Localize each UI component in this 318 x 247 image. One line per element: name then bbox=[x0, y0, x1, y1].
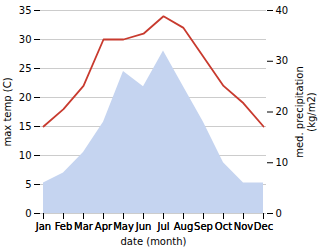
svg-text:Mar: Mar bbox=[74, 221, 94, 232]
svg-text:0: 0 bbox=[25, 208, 31, 219]
svg-text:Feb: Feb bbox=[55, 221, 73, 232]
svg-text:Jun: Jun bbox=[135, 221, 152, 232]
svg-text:Sep: Sep bbox=[194, 221, 213, 232]
svg-text:Feb: Feb bbox=[55, 221, 73, 232]
svg-text:max temp (C): max temp (C) bbox=[2, 77, 13, 146]
svg-text:Oct: Oct bbox=[215, 221, 232, 232]
svg-text:10: 10 bbox=[19, 150, 32, 161]
svg-text:Nov: Nov bbox=[234, 221, 254, 232]
svg-text:20: 20 bbox=[276, 106, 289, 117]
svg-text:Dec: Dec bbox=[254, 221, 273, 232]
svg-text:Nov: Nov bbox=[234, 221, 254, 232]
svg-text:Aug: Aug bbox=[174, 221, 194, 232]
svg-text:20: 20 bbox=[19, 92, 32, 103]
svg-text:Jan: Jan bbox=[35, 221, 51, 232]
svg-text:Jun: Jun bbox=[135, 221, 152, 232]
svg-text:Apr: Apr bbox=[95, 221, 113, 232]
svg-text:Dec: Dec bbox=[254, 221, 273, 232]
svg-text:Aug: Aug bbox=[174, 221, 194, 232]
svg-text:Sep: Sep bbox=[194, 221, 213, 232]
svg-text:30: 30 bbox=[19, 34, 32, 45]
svg-text:Apr: Apr bbox=[95, 221, 113, 232]
svg-text:25: 25 bbox=[19, 63, 32, 74]
svg-text:May: May bbox=[113, 221, 134, 232]
svg-text:May: May bbox=[113, 221, 134, 232]
html-text:med. precipitation (kg/m2): med. precipitation (kg/m2) bbox=[293, 65, 316, 158]
svg-text:5: 5 bbox=[25, 179, 31, 190]
svg-text:15: 15 bbox=[19, 121, 32, 132]
svg-text:Jul: Jul bbox=[156, 221, 169, 232]
svg-text:40: 40 bbox=[276, 5, 289, 16]
svg-text:10: 10 bbox=[276, 157, 289, 168]
svg-text:30: 30 bbox=[276, 55, 289, 66]
svg-text:Jan: Jan bbox=[35, 221, 51, 232]
svg-text:Mar: Mar bbox=[74, 221, 94, 232]
svg-text:0: 0 bbox=[276, 208, 282, 219]
svg-text:35: 35 bbox=[19, 5, 32, 16]
svg-text:date (month): date (month) bbox=[121, 236, 187, 247]
svg-text:Jul: Jul bbox=[156, 221, 169, 232]
svg-text:Oct: Oct bbox=[215, 221, 232, 232]
